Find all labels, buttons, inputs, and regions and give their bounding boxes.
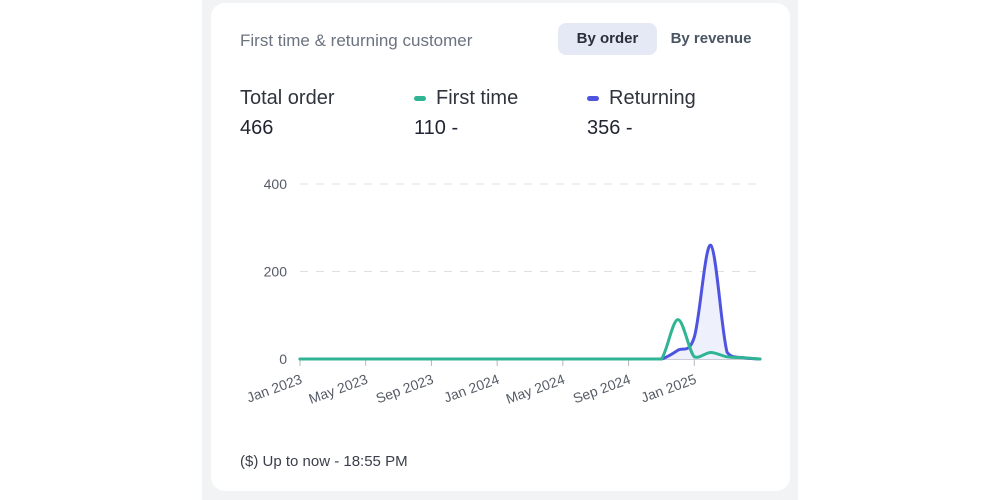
customer-card: First time & returning customer By order… — [211, 3, 790, 491]
total-order-label: Total order — [240, 87, 335, 109]
x-tick-label-0: Jan 2023 — [244, 371, 304, 406]
x-tick-label-6: Jan 2025 — [639, 371, 699, 406]
returning-label: Returning — [587, 87, 696, 110]
footer-timestamp: ($) Up to now - 18:55 PM — [240, 453, 408, 470]
total-order-value: 466 — [240, 117, 274, 139]
returning-value: 356 - — [587, 117, 633, 139]
first-time-value: 110 - — [414, 117, 459, 139]
card-title: First time & returning customer — [240, 31, 473, 50]
returning-legend-icon — [587, 96, 599, 101]
first-time-label: First time — [414, 87, 518, 110]
by-order-toggle[interactable]: By order — [558, 23, 657, 55]
y-tick-label-400: 400 — [264, 176, 288, 192]
y-tick-label-0: 0 — [279, 351, 287, 367]
returning-series-line — [298, 243, 762, 361]
x-tick-label-1: May 2023 — [306, 371, 369, 407]
y-tick-label-200: 200 — [264, 264, 288, 280]
first-time-legend-icon — [414, 96, 426, 101]
by-revenue-toggle[interactable]: By revenue — [670, 30, 752, 47]
first-time-series-line — [298, 318, 762, 361]
x-tick-label-5: Sep 2024 — [571, 371, 633, 407]
first-time-stat: First time 110 - — [414, 87, 518, 140]
total-order-stat: Total order 466 — [240, 87, 335, 140]
x-tick-label-4: May 2024 — [504, 371, 567, 407]
x-tick-label-3: Jan 2024 — [442, 371, 502, 406]
x-tick-label-2: Sep 2023 — [374, 371, 436, 407]
returning-stat: Returning 356 - — [587, 87, 696, 140]
